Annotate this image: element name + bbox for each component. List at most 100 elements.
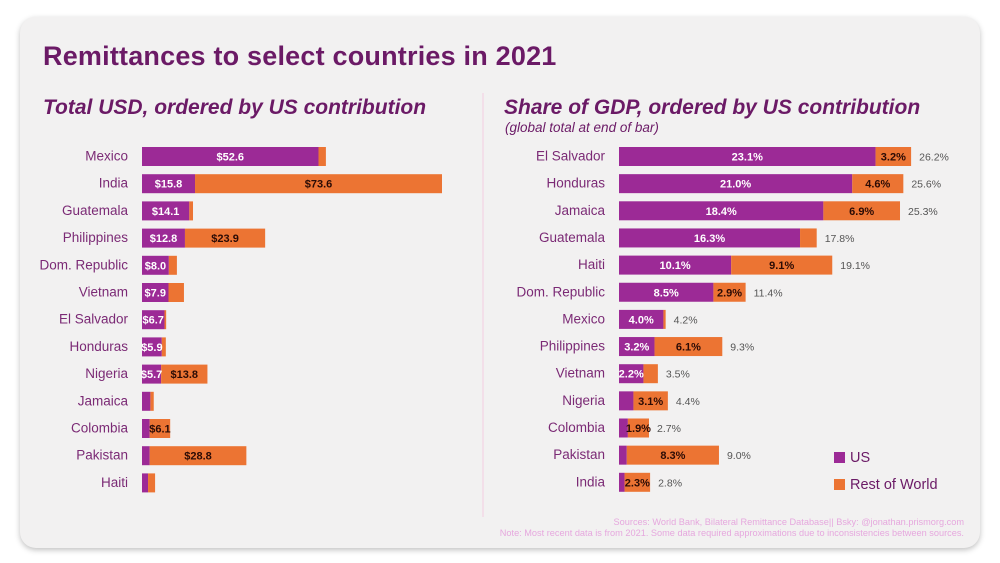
bar-us-haiti [619, 255, 732, 275]
footer: Sources: World Bank, Bilateral Remittanc… [500, 517, 964, 539]
data-label-rest-of-world-colombia: $6.1 [149, 424, 170, 436]
data-label-us-vietnam: $7.9 [145, 288, 166, 300]
bar-us-vietnam [142, 283, 169, 302]
legend-swatch-us [834, 452, 845, 463]
bar-rest-of-world-mexico [663, 309, 666, 329]
bar-rest-of-world-vietnam [168, 283, 184, 302]
bar-us-colombia [619, 418, 628, 438]
data-label-us-dom-republic: 8.5% [654, 287, 679, 299]
category-label-india: India [576, 474, 606, 489]
legend-swatch-rest-of-world [834, 479, 845, 490]
data-label-us-nigeria: $5.7 [141, 369, 162, 381]
total-label-pakistan: 9.0% [727, 450, 751, 462]
category-label-el-salvador: El Salvador [536, 149, 606, 164]
legend-label-us: US [850, 449, 871, 466]
category-label-pakistan: Pakistan [553, 447, 605, 462]
bar-us-philippines [619, 337, 655, 357]
category-label-colombia: Colombia [548, 420, 606, 435]
data-label-us-jamaica: 18.4% [706, 206, 737, 218]
data-label-us-guatemala: $14.1 [152, 206, 180, 218]
category-label-honduras: Honduras [546, 176, 605, 191]
bar-us-mexico [619, 309, 664, 329]
bar-rest-of-world-guatemala [800, 228, 817, 248]
bar-rest-of-world-el-salvador [875, 147, 912, 166]
page-title: Remittances to select countries in 2021 [43, 41, 557, 71]
bar-rest-of-world-dom-republic [713, 282, 746, 302]
data-label-rest-of-world-dom-republic: 2.9% [717, 287, 742, 299]
total-label-el-salvador: 26.2% [919, 152, 949, 164]
category-label-guatemala: Guatemala [539, 230, 606, 245]
bar-us-pakistan [142, 446, 150, 466]
total-label-jamaica: 25.3% [908, 206, 938, 218]
bar-rest-of-world-pakistan [626, 445, 719, 465]
bar-us-honduras [142, 337, 162, 357]
data-label-us-honduras: $5.9 [141, 342, 162, 354]
note-text: Note: Most recent data is from 2021. Som… [499, 528, 964, 538]
bar-rest-of-world-philippines [184, 228, 266, 248]
data-label-rest-of-world-el-salvador: 3.2% [881, 152, 906, 164]
data-label-us-guatemala: 16.3% [694, 233, 725, 245]
category-label-philippines: Philippines [63, 230, 129, 245]
bar-rest-of-world-haiti [731, 255, 833, 275]
divider [482, 93, 484, 517]
bar-us-el-salvador [142, 310, 165, 330]
bar-rest-of-world-india [195, 174, 442, 194]
category-label-dom-republic: Dom. Republic [39, 257, 128, 272]
bar-rest-of-world-jamaica [150, 391, 154, 411]
category-label-mexico: Mexico [562, 311, 605, 326]
category-label-nigeria: Nigeria [85, 366, 128, 381]
data-label-us-el-salvador: 23.1% [732, 152, 763, 164]
data-label-rest-of-world-nigeria: 3.1% [638, 396, 663, 408]
bar-rest-of-world-dom-republic [168, 255, 177, 275]
total-label-haiti: 19.1% [840, 260, 870, 272]
total-label-nigeria: 4.4% [676, 396, 700, 408]
bar-us-haiti [142, 473, 149, 493]
data-label-us-vietnam: 2.2% [619, 369, 644, 381]
category-label-mexico: Mexico [85, 149, 128, 164]
bar-us-dom-republic [142, 255, 169, 275]
bar-us-pakistan [619, 445, 627, 465]
right-chart-subtitle: (global total at end of bar) [505, 120, 659, 135]
bar-us-dom-republic [619, 282, 714, 302]
data-label-rest-of-world-jamaica: 6.9% [849, 206, 874, 218]
data-label-rest-of-world-pakistan: $28.8 [184, 451, 212, 463]
bar-rest-of-world-nigeria [633, 391, 668, 411]
bar-rest-of-world-philippines [654, 337, 723, 357]
total-label-colombia: 2.7% [657, 423, 681, 435]
bar-us-honduras [619, 174, 853, 194]
category-label-vietnam: Vietnam [556, 366, 605, 381]
category-label-haiti: Haiti [101, 475, 128, 490]
legend: US Rest of World [834, 444, 938, 498]
category-label-guatemala: Guatemala [62, 203, 129, 218]
data-label-rest-of-world-philippines: $23.9 [211, 233, 239, 245]
data-label-rest-of-world-philippines: 6.1% [676, 342, 701, 354]
category-label-vietnam: Vietnam [79, 285, 128, 300]
bar-rest-of-world-guatemala [189, 201, 194, 221]
category-label-jamaica: Jamaica [555, 203, 606, 218]
bar-rest-of-world-honduras [852, 174, 904, 194]
total-label-dom-republic: 11.4% [754, 287, 783, 299]
bar-rest-of-world-jamaica [823, 201, 901, 221]
bar-rest-of-world-colombia [627, 418, 649, 438]
data-label-us-haiti: 10.1% [659, 260, 690, 272]
bar-rest-of-world-vietnam [643, 364, 658, 384]
right-chart-title: Share of GDP, ordered by US contribution [504, 96, 921, 119]
data-label-us-honduras: 21.0% [720, 179, 751, 191]
total-label-mexico: 4.2% [674, 314, 698, 326]
bar-us-india [619, 472, 625, 492]
category-label-philippines: Philippines [540, 339, 606, 354]
data-label-rest-of-world-pakistan: 8.3% [660, 450, 685, 462]
sources-text: Sources: World Bank, Bilateral Remittanc… [613, 517, 964, 527]
data-label-rest-of-world-nigeria: $13.8 [171, 369, 199, 381]
bar-rest-of-world-india [624, 472, 651, 492]
category-label-colombia: Colombia [71, 421, 129, 436]
data-label-us-philippines: $12.8 [150, 233, 178, 245]
legend-item-rest-of-world: Rest of World [834, 471, 938, 498]
bar-rest-of-world-pakistan [149, 446, 247, 466]
total-label-philippines: 9.3% [730, 342, 754, 354]
total-label-honduras: 25.6% [911, 179, 941, 191]
left-chart-title: Total USD, ordered by US contribution [43, 96, 427, 119]
bar-us-jamaica [142, 391, 151, 411]
data-label-us-dom-republic: $8.0 [145, 260, 166, 272]
total-label-guatemala: 17.8% [825, 233, 855, 245]
